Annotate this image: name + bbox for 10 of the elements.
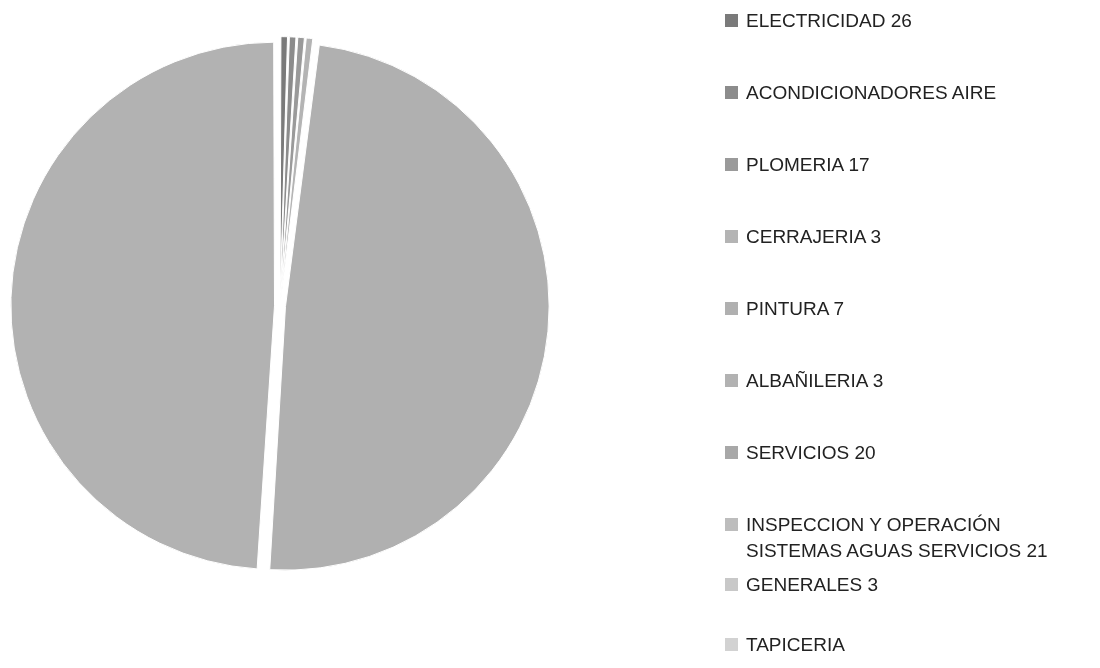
legend-label: PLOMERIA 17 (746, 153, 870, 177)
legend-label: GENERALES 3 (746, 573, 878, 597)
legend-label: INSPECCION Y OPERACIÓN SISTEMAS AGUAS SERVICIOS 21 (746, 513, 1049, 563)
legend-label: ACONDICIONADORES AIRE (746, 81, 997, 105)
legend-label: ELECTRICIDAD 26 (746, 9, 912, 33)
legend-label: PINTURA 7 (746, 297, 845, 321)
legend-label: TAPICERIA (746, 633, 845, 657)
legend-label: SERVICIOS 20 (746, 441, 876, 465)
legend-label: ALBAÑILERIA 3 (746, 369, 884, 393)
legend-label: CERRAJERIA 3 (746, 225, 882, 249)
